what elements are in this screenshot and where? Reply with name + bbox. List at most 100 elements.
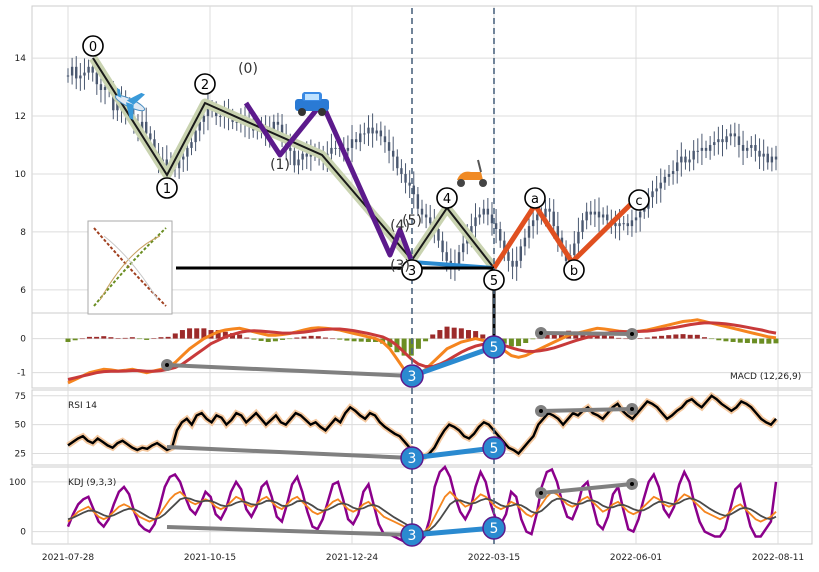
macd-hist-bar: [680, 334, 686, 339]
macd-hist-bar: [79, 338, 85, 340]
macd-hist-bar: [637, 338, 643, 339]
divergence-badge-text: 5: [490, 340, 499, 356]
candle-body: [391, 150, 395, 157]
wave-label-circle: [156, 177, 178, 199]
candle-body: [99, 84, 103, 90]
candle-body: [182, 156, 185, 160]
divergence-node-dot: [539, 331, 543, 335]
candle-body: [486, 208, 490, 215]
wave-label-circle: [628, 189, 650, 211]
macd-hist-bar: [465, 330, 471, 339]
macd-hist-bar: [237, 334, 243, 339]
candle-body: [737, 136, 741, 146]
wave-label-circle: [524, 187, 546, 209]
macd-hist-bar: [244, 337, 250, 339]
secondary-wave-label: (0): [238, 61, 258, 77]
wave-label-circle: [194, 73, 216, 95]
candle-body: [750, 145, 753, 148]
candle-body: [499, 229, 502, 241]
y-tick-label: 12: [15, 112, 26, 122]
candle-body: [741, 145, 745, 151]
candle-body: [412, 185, 415, 195]
candle-body: [235, 121, 238, 123]
macd-hist-bar: [737, 338, 743, 343]
candle-body: [490, 214, 494, 224]
macd-hist-bar: [651, 336, 657, 339]
wave-label-text: c: [635, 194, 642, 209]
candle-body: [112, 89, 115, 111]
candle-body: [437, 229, 440, 241]
macd-hist-bar: [187, 328, 193, 339]
candle-body: [95, 72, 99, 85]
macd-hist-bar: [544, 334, 550, 339]
candle-body: [725, 136, 728, 143]
candle-body: [177, 159, 181, 169]
macd-hist-bar: [415, 338, 421, 349]
candle-body: [667, 173, 671, 177]
candle-body: [606, 214, 609, 221]
macd-hist-bar: [272, 338, 278, 342]
macd-hist-bar: [301, 336, 307, 339]
rsi-panel: [31, 389, 813, 466]
kdj-divergence-line: [166, 525, 413, 537]
candle-body: [396, 156, 399, 169]
macd-hist-bar: [322, 337, 328, 339]
macd-hist-bar: [687, 334, 693, 339]
candle-body: [762, 153, 765, 157]
candle-body: [577, 231, 580, 244]
divergence-node-dot: [165, 363, 169, 367]
candle-body: [593, 211, 597, 215]
car-wheel: [318, 108, 326, 116]
macd-hist-bar: [523, 338, 529, 343]
candle-body: [531, 220, 535, 227]
rsi-divergence-upper: [540, 407, 633, 413]
candle-body: [618, 223, 621, 227]
airplane-wing: [126, 92, 145, 105]
candle-body: [774, 156, 778, 160]
y-tick-label: 0: [20, 528, 26, 538]
candle-body: [75, 66, 78, 79]
secondary-wave-label: (4): [390, 218, 410, 234]
scooter-body: [457, 171, 483, 180]
macd-hist-bar: [72, 338, 78, 341]
macd-divergence-upper: [540, 331, 633, 336]
candle-body: [441, 240, 444, 253]
wave-label-circle: [436, 187, 458, 209]
candle-body: [297, 159, 300, 166]
macd-hist-bar: [258, 338, 264, 341]
macd-hist-bar: [694, 334, 700, 339]
x-tick-label: 2022-03-15: [468, 553, 520, 563]
candle-body: [334, 147, 337, 149]
candle-body: [149, 133, 152, 140]
candle-body: [630, 220, 634, 227]
macd-hist-bar: [516, 338, 522, 347]
macd-hist-bar: [287, 338, 293, 340]
wave-label-text: 0: [89, 40, 97, 55]
divergence-badge-text: 3: [408, 528, 417, 544]
divergence-node-dot: [630, 407, 634, 411]
candle-body: [400, 168, 403, 174]
candle-body: [293, 150, 296, 166]
macd-hist-bar: [616, 337, 622, 339]
candle-body: [190, 142, 193, 148]
candle-body: [507, 252, 510, 261]
secondary-wave-label: (3): [390, 258, 410, 274]
candle-body: [478, 214, 481, 218]
secondary-wave-label: (5): [402, 213, 422, 229]
macd-hist-bar: [744, 338, 750, 343]
candle-body: [404, 173, 407, 183]
macd-hist-bar: [701, 337, 707, 339]
candle-body: [597, 211, 601, 218]
candle-body: [503, 240, 506, 253]
macd-hist-bar: [315, 336, 321, 339]
macd-hist-bar: [358, 338, 364, 342]
airplane-icon: [114, 88, 146, 120]
candle-body: [708, 145, 712, 151]
candle-body: [713, 142, 716, 146]
macd-hist-bar: [480, 334, 486, 339]
macd-hist-bar: [215, 330, 221, 339]
airplane-wing: [125, 102, 134, 120]
y-tick-label: 25: [15, 449, 26, 459]
wave-label-circle: [483, 269, 505, 291]
